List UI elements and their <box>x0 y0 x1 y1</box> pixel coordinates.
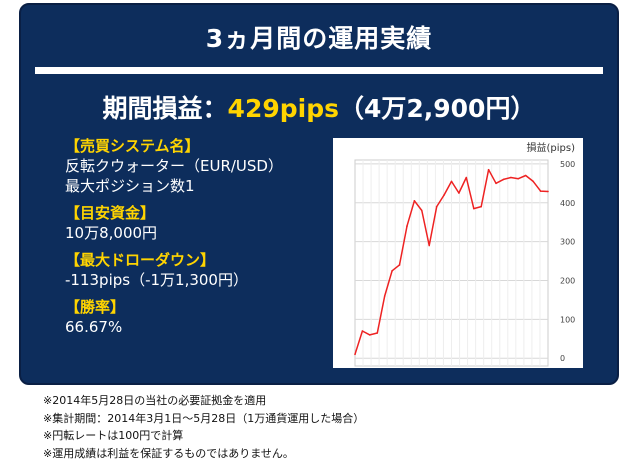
system-info: 【売買システム名】 反転クウォーター（EUR/USD） 最大ポジション数1 【目… <box>65 137 345 337</box>
profit-chart-svg: 損益(pips) 500 400 300 200 100 0 <box>354 141 576 367</box>
data-point <box>406 225 408 227</box>
data-point <box>458 192 460 194</box>
data-point <box>539 190 542 192</box>
footnotes: ※2014年5月28日の当社の必要証拠金を適用 ※集計期間：2014年3月1日～… <box>43 392 364 462</box>
footnote: ※2014年5月28日の当社の必要証拠金を適用 <box>43 394 267 407</box>
max-drawdown-value: -113pips（-1万1,300円） <box>65 271 248 289</box>
footnote: ※集計期間：2014年3月1日～5月28日（1万通貨運用した場合） <box>43 411 365 425</box>
data-point <box>376 332 379 334</box>
data-point <box>369 334 371 336</box>
results-panel: 3ヵ月間の運用実績 期間損益：429pips（4万2,900円） 【売買システム… <box>19 3 619 385</box>
win-rate-label: 【勝率】 <box>65 298 126 316</box>
data-point <box>428 244 431 247</box>
system-name-value: 反転クウォーター（EUR/USD） <box>65 157 283 175</box>
data-point <box>383 295 386 297</box>
data-point <box>487 168 490 171</box>
data-point <box>517 177 520 180</box>
profit-yen: （4万2,900円） <box>338 94 536 123</box>
footnote: ※円転レートは100円で計算 <box>43 429 184 442</box>
profit-label: 期間損益： <box>102 94 228 123</box>
data-point <box>443 194 445 196</box>
title-divider <box>35 67 603 74</box>
data-point <box>361 330 364 332</box>
profit-pips: 429pips <box>227 94 339 123</box>
data-point <box>472 207 475 210</box>
panel-title: 3ヵ月間の運用実績 <box>205 24 433 53</box>
y-tick-label: 200 <box>560 276 575 285</box>
data-point <box>532 180 534 183</box>
max-position-value: 最大ポジション数1 <box>65 177 195 195</box>
data-point <box>421 209 423 212</box>
system-name-label: 【売買システム名】 <box>65 137 200 155</box>
win-rate-value: 66.67% <box>65 318 123 336</box>
footnote: ※運用成績は利益を保証するものではありません。 <box>43 446 294 460</box>
capital-value: 10万8,000円 <box>65 224 158 242</box>
data-point <box>495 182 497 185</box>
data-point <box>413 200 416 202</box>
data-point <box>435 205 438 208</box>
data-point <box>398 264 401 266</box>
profit-chart: 損益(pips) 500 400 300 200 100 0 <box>333 138 583 368</box>
data-point <box>547 190 549 193</box>
y-tick-label: 100 <box>560 315 575 324</box>
data-point <box>450 180 453 183</box>
chart-unit-label: 損益(pips) <box>527 141 576 154</box>
data-point <box>480 205 482 208</box>
period-profit: 期間損益：429pips（4万2,900円） <box>21 89 617 125</box>
data-point <box>502 178 505 181</box>
data-point <box>391 269 393 272</box>
y-tick-label: 300 <box>560 238 575 247</box>
y-tick-label: 0 <box>560 354 565 363</box>
y-tick-label: 400 <box>560 199 575 208</box>
data-point <box>524 174 527 177</box>
max-drawdown-label: 【最大ドローダウン】 <box>65 251 216 269</box>
data-point <box>510 176 512 179</box>
y-tick-label: 500 <box>560 160 575 169</box>
data-point <box>354 353 356 356</box>
data-point <box>465 176 468 179</box>
capital-label: 【目安資金】 <box>65 204 156 222</box>
